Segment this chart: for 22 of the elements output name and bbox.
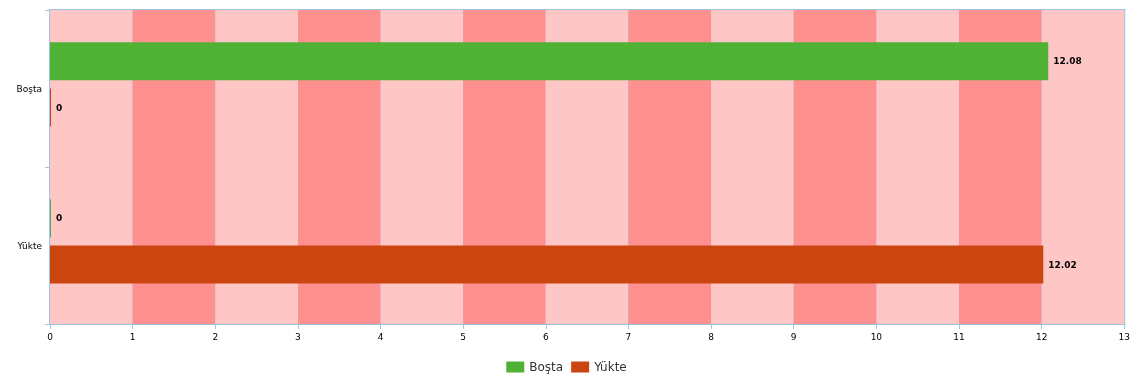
- x-tick-label: 4: [377, 331, 384, 342]
- data-label: 12.08: [1053, 56, 1082, 67]
- bar: [50, 245, 1044, 284]
- x-tick-label: 3: [295, 331, 301, 342]
- x-tick-label: 12: [1035, 331, 1048, 342]
- x-tick-label: 10: [870, 331, 883, 342]
- x-tick-label: 2: [212, 331, 219, 342]
- x-tick-label: 13: [1118, 331, 1130, 342]
- x-tick-label: 5: [460, 331, 467, 342]
- x-tick-label: 11: [953, 331, 965, 342]
- x-tick-label: 7: [625, 331, 632, 342]
- bar: [50, 42, 1049, 81]
- x-tick-label: 0: [47, 331, 54, 342]
- x-tick-label: 1: [129, 331, 136, 342]
- data-label: 12.02: [1048, 259, 1077, 270]
- data-label: 0: [56, 213, 63, 224]
- x-tick-label: 6: [542, 331, 549, 342]
- legend-label: Boşta: [529, 360, 564, 374]
- x-tick-label: 9: [790, 331, 797, 342]
- data-label: 0: [56, 102, 63, 113]
- x-tick-label: 8: [708, 331, 715, 342]
- legend-label: Yükte: [593, 360, 627, 374]
